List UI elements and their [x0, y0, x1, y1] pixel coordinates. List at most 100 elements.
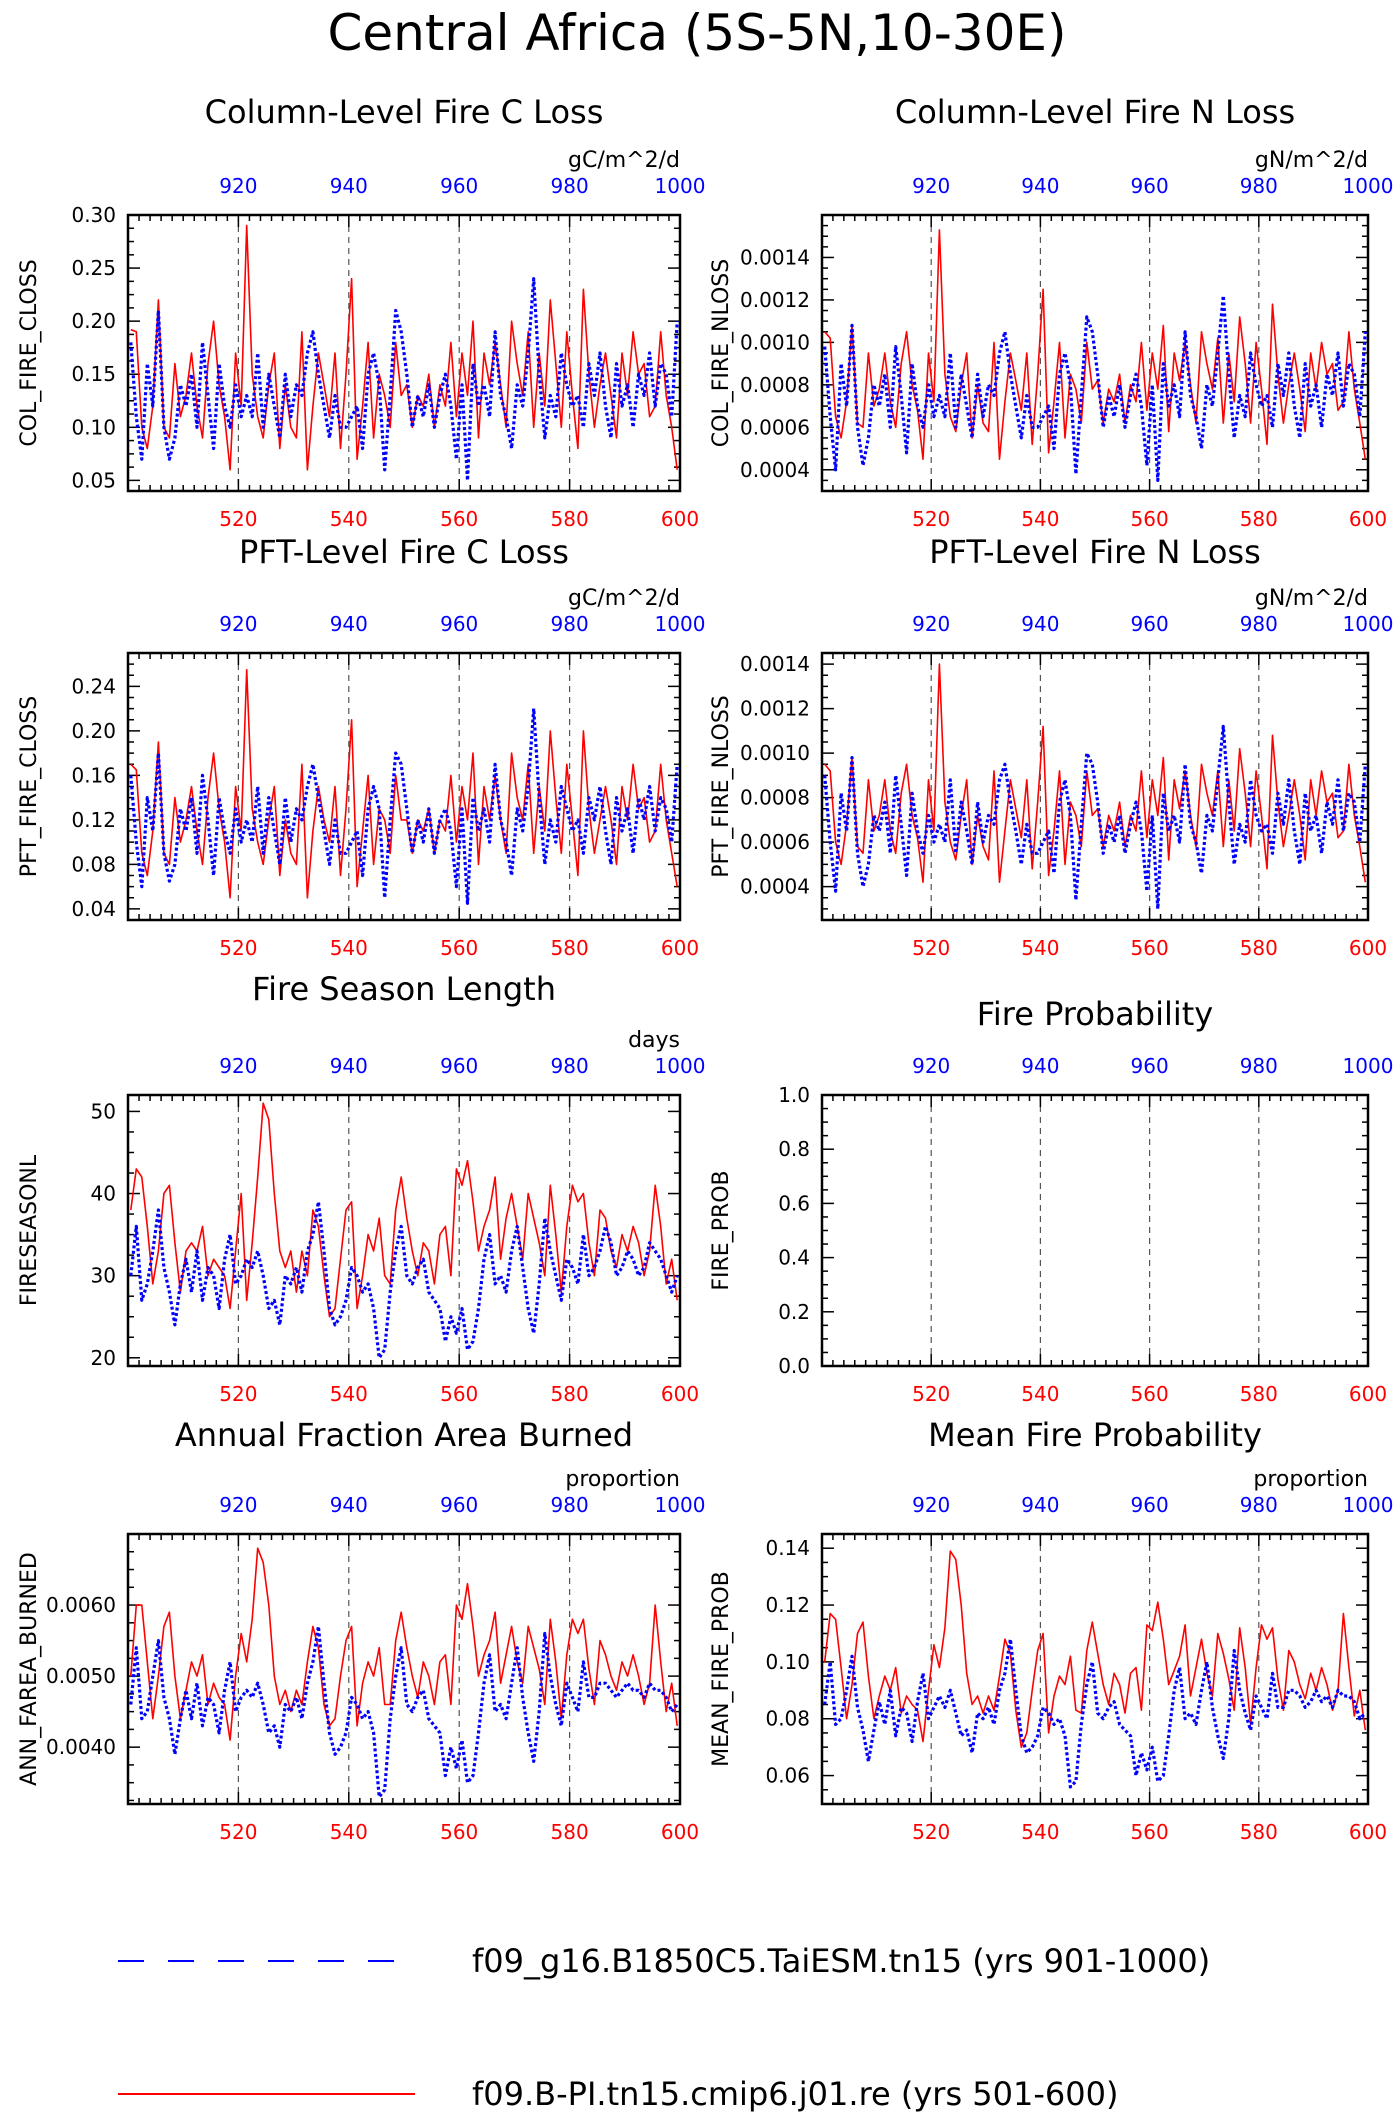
x-top-tick-label: 1000 — [655, 612, 706, 636]
panel-7: Annual Fraction Area Burned proportion ANN… — [17, 1416, 705, 1844]
x-tick-label: 560 — [1131, 1382, 1169, 1406]
y-tick-label: 50 — [91, 1099, 116, 1123]
x-tick-label: 520 — [219, 1382, 257, 1406]
x-tick-label: 580 — [551, 1820, 589, 1844]
panel-title: Mean Fire Probability — [928, 1416, 1262, 1454]
x-tick-label: 560 — [1131, 1820, 1169, 1844]
x-top-tick-label: 980 — [1240, 612, 1278, 636]
panel-5: Fire Season Length days FIRESEASONL 20 30 40 5… — [17, 970, 705, 1406]
y-tick-label: 0.15 — [71, 362, 116, 386]
y-tick-label: 0.0004 — [740, 875, 810, 899]
x-tick-label: 540 — [1021, 1382, 1059, 1406]
legend: f09_g16.B1850C5.TaiESM.tn15 (yrs 901-100… — [118, 1942, 1210, 2113]
legend-label-red: f09.B-PI.tn15.cmip6.j01.re (yrs 501-600) — [472, 2075, 1118, 2113]
panel-title: Column-Level Fire C Loss — [205, 93, 604, 131]
panel-title: Annual Fraction Area Burned — [175, 1416, 633, 1454]
panel-title: PFT-Level Fire C Loss — [239, 533, 569, 571]
x-top-tick-label: 920 — [912, 612, 950, 636]
y-tick-label: 0.0008 — [740, 786, 810, 810]
units-label: gN/m^2/d — [1255, 586, 1368, 611]
x-tick-label: 600 — [661, 1382, 699, 1406]
y-tick-label: 0.2 — [778, 1300, 810, 1324]
x-tick-label: 580 — [1240, 1820, 1278, 1844]
y-tick-label: 0.0014 — [740, 245, 810, 269]
x-top-tick-label: 960 — [1131, 612, 1169, 636]
x-top-tick-label: 980 — [551, 174, 589, 198]
x-top-tick-label: 1000 — [1343, 174, 1394, 198]
red-series-line — [824, 663, 1367, 884]
x-tick-label: 600 — [1349, 507, 1387, 531]
x-tick-label: 580 — [551, 1382, 589, 1406]
plot-frame — [126, 213, 682, 493]
x-tick-label: 560 — [1131, 936, 1169, 960]
x-top-tick-label: 940 — [1021, 1493, 1059, 1517]
x-top-tick-label: 960 — [440, 174, 478, 198]
blue-series-line — [129, 1624, 679, 1799]
y-tick-label: 0.0006 — [740, 830, 810, 854]
x-top-tick-label: 920 — [219, 1493, 257, 1517]
units-label: proportion — [565, 1467, 680, 1492]
x-top-tick-label: 1000 — [655, 1493, 706, 1517]
x-top-tick-label: 940 — [1021, 1054, 1059, 1078]
x-top-tick-label: 1000 — [655, 1054, 706, 1078]
red-series-line — [130, 224, 678, 471]
y-tick-label: 0.10 — [71, 415, 116, 439]
x-top-tick-label: 980 — [1240, 1054, 1278, 1078]
x-tick-label: 580 — [551, 936, 589, 960]
x-top-tick-label: 920 — [219, 1054, 257, 1078]
y-axis-label: COL_FIRE_NLOSS — [709, 259, 734, 447]
y-tick-label: 0.20 — [71, 719, 116, 743]
y-tick-label: 0.0050 — [46, 1664, 116, 1688]
y-tick-label: 0.4 — [778, 1246, 810, 1270]
x-top-tick-label: 940 — [330, 612, 368, 636]
y-tick-label: 0.0004 — [740, 458, 810, 482]
units-label: days — [628, 1028, 680, 1053]
panel-3: PFT-Level Fire C Loss gC/m^2/d PFT_FIRE_CL… — [17, 533, 705, 960]
x-top-tick-label: 980 — [1240, 174, 1278, 198]
x-top-tick-label: 920 — [912, 174, 950, 198]
x-tick-label: 520 — [912, 507, 950, 531]
x-top-tick-label: 980 — [551, 612, 589, 636]
red-series-line — [130, 668, 678, 899]
panel-title: Fire Probability — [977, 995, 1213, 1033]
y-tick-label: 0.10 — [765, 1650, 810, 1674]
x-top-tick-label: 960 — [440, 1054, 478, 1078]
x-tick-label: 520 — [912, 1820, 950, 1844]
y-tick-label: 0.04 — [71, 897, 116, 921]
x-top-tick-label: 940 — [330, 1054, 368, 1078]
y-axis-label: ANN_FAREA_BURNED — [17, 1552, 42, 1786]
x-tick-label: 560 — [440, 936, 478, 960]
y-tick-label: 0.0006 — [740, 415, 810, 439]
x-tick-label: 600 — [1349, 936, 1387, 960]
x-top-tick-label: 940 — [1021, 612, 1059, 636]
y-tick-label: 0.20 — [71, 309, 116, 333]
y-tick-label: 30 — [91, 1264, 116, 1288]
x-tick-label: 600 — [661, 1820, 699, 1844]
x-tick-label: 520 — [912, 936, 950, 960]
x-tick-label: 600 — [1349, 1382, 1387, 1406]
panel-title: Column-Level Fire N Loss — [895, 93, 1295, 131]
plot-frame — [820, 213, 1370, 493]
red-series-line — [130, 1102, 678, 1318]
x-tick-label: 560 — [440, 1820, 478, 1844]
x-tick-label: 540 — [330, 507, 368, 531]
y-tick-label: 0.25 — [71, 256, 116, 280]
y-tick-label: 0.08 — [765, 1707, 810, 1731]
x-top-tick-label: 960 — [440, 612, 478, 636]
x-tick-label: 540 — [1021, 507, 1059, 531]
y-tick-label: 0.0010 — [740, 330, 810, 354]
y-tick-label: 0.6 — [778, 1191, 810, 1215]
x-tick-label: 600 — [661, 507, 699, 531]
legend-label-blue: f09_g16.B1850C5.TaiESM.tn15 (yrs 901-100… — [472, 1942, 1210, 1980]
units-label: gC/m^2/d — [568, 586, 680, 611]
panel-4: PFT-Level Fire N Loss gN/m^2/d PFT_FIRE_NL… — [709, 533, 1393, 960]
x-top-tick-label: 1000 — [655, 174, 706, 198]
y-tick-label: 0.0012 — [740, 697, 810, 721]
blue-series-line — [823, 1637, 1367, 1789]
x-top-tick-label: 960 — [1131, 174, 1169, 198]
plot-frame — [126, 651, 682, 922]
y-tick-label: 0.06 — [765, 1764, 810, 1788]
y-tick-label: 0.14 — [765, 1536, 810, 1560]
plot-frame — [820, 651, 1370, 922]
